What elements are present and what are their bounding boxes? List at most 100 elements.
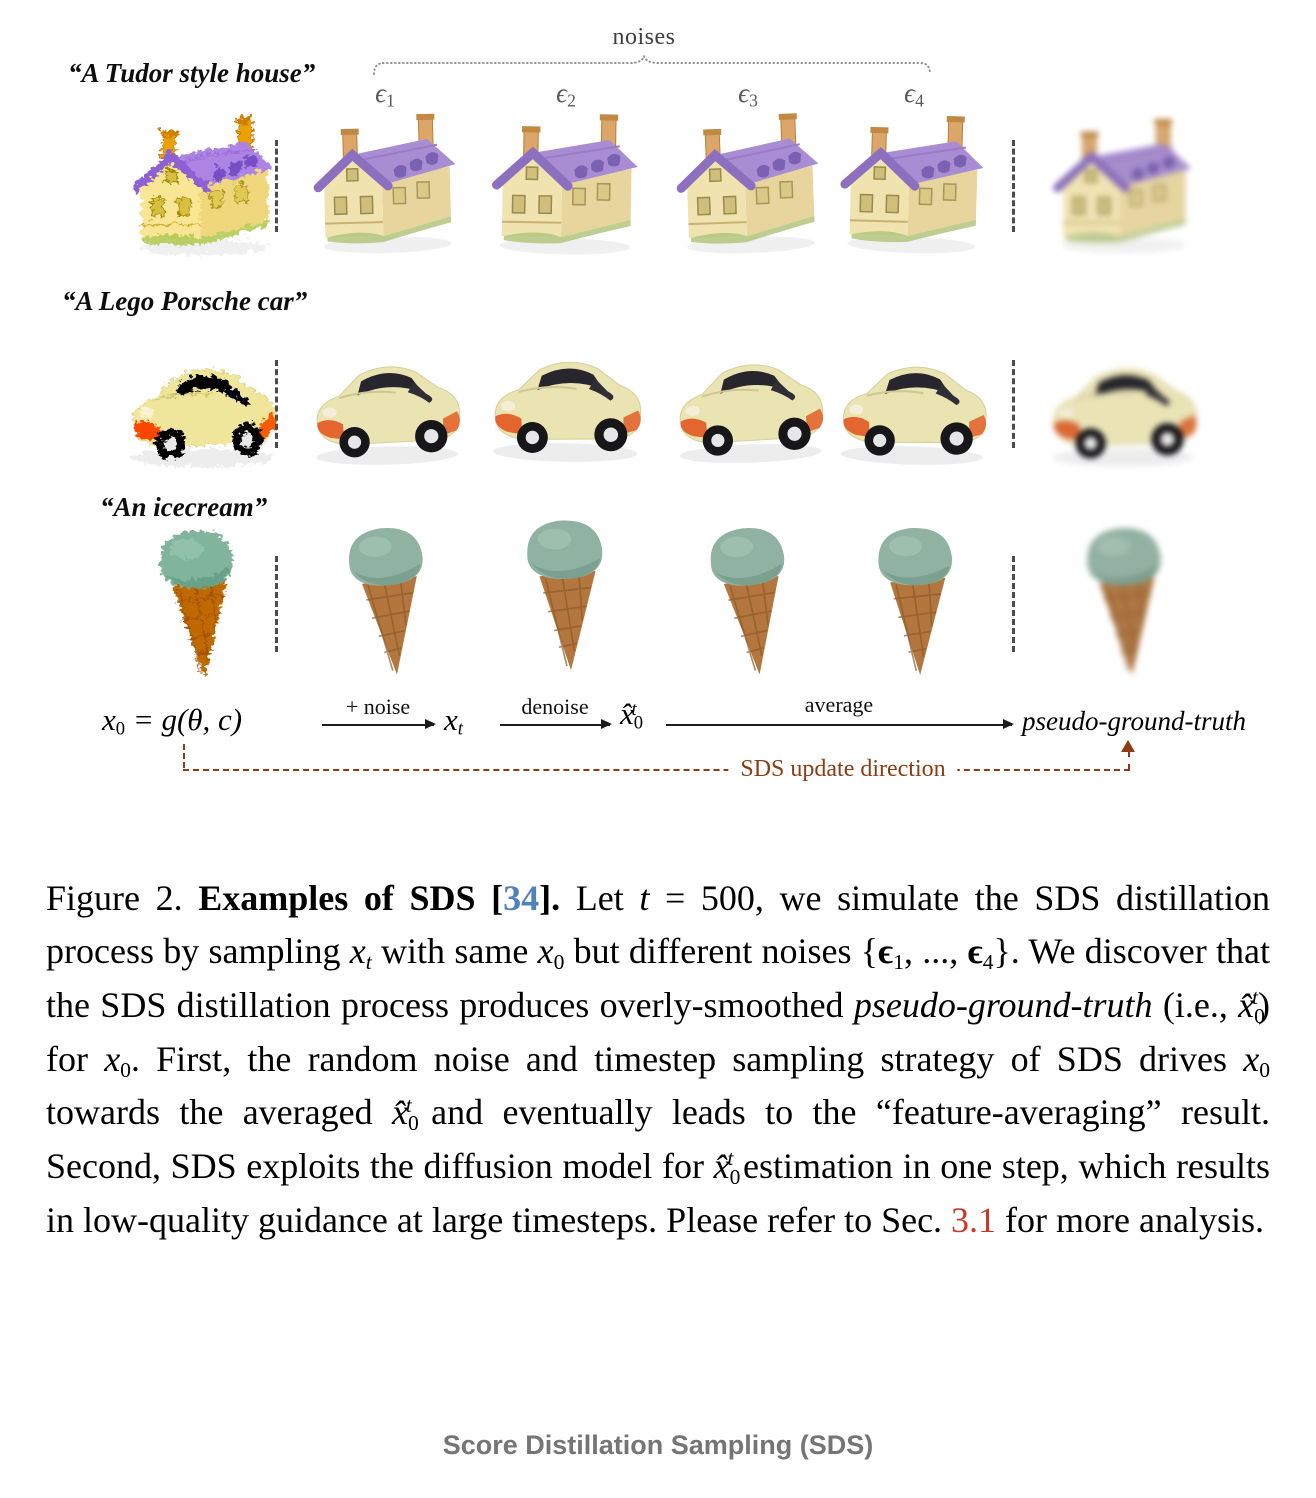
text-segment: 0 — [407, 1111, 419, 1136]
text-segment: Figure 2. — [46, 878, 199, 918]
flow-arrow-denoise — [500, 719, 612, 730]
text-segment: 0 — [553, 950, 565, 975]
text-segment: }. We discover that the SDS distillation… — [46, 931, 1270, 1025]
text-segment: 4 — [982, 950, 994, 975]
text-segment: ϵ — [738, 78, 750, 108]
text-segment: 0 — [1259, 1057, 1270, 1082]
house-sample-eps2-image — [477, 101, 653, 262]
noises-brace — [373, 54, 931, 75]
text-segment: x — [104, 1038, 121, 1079]
text-segment: ϵ — [904, 78, 916, 108]
section-3-1-link[interactable]: 3.1 — [951, 1199, 997, 1240]
text-segment: x — [537, 931, 554, 972]
text-segment: ϵ — [967, 931, 983, 972]
text-segment: 3 — [749, 90, 758, 111]
text-segment: x — [444, 702, 458, 737]
text-segment: and eventually leads to the “feature-ave… — [46, 1092, 1271, 1187]
text-segment: ϵ — [878, 931, 894, 972]
text-segment: 2 — [567, 90, 576, 111]
text-segment: x̂ — [391, 1092, 408, 1133]
figure-footer-title: Score Distillation Sampling (SDS) — [442, 1430, 874, 1460]
text-segment: 0 — [1254, 1003, 1265, 1028]
text-segment: towards the averaged — [46, 1092, 392, 1133]
text-segment: pseudo-ground-truth — [853, 984, 1153, 1025]
text-segment: (i.e., — [1152, 984, 1239, 1025]
icecream-sample-eps4-image — [857, 518, 974, 689]
car-row-left-separator — [275, 360, 278, 448]
flow-xhat-symbol: x̂0t — [620, 696, 643, 734]
text-segment: x̂ — [620, 696, 634, 731]
house-sample-eps4-image — [825, 102, 999, 262]
text-segment: with same — [371, 931, 538, 972]
car-sample-eps2-image — [472, 329, 660, 477]
car-sample-eps4-image — [820, 333, 1006, 480]
text-segment: x — [102, 702, 116, 737]
text-segment: t — [1252, 985, 1258, 1010]
text-segment: 0 — [729, 1164, 741, 1189]
icecream-sample-eps2-image — [506, 511, 623, 684]
text-segment: 0 — [120, 1057, 131, 1082]
sds-update-left-tick — [183, 744, 185, 768]
text-segment: t — [365, 950, 372, 975]
sds-update-direction-label: SDS update direction — [728, 756, 958, 783]
text-segment: t — [405, 1092, 412, 1117]
prompt-lego-porsche: “A Lego Porsche car” — [62, 286, 308, 316]
noises-label: noises — [612, 24, 676, 50]
text-segment: = g(θ, c) — [125, 702, 243, 737]
text-segment: t — [639, 878, 650, 918]
text-segment: 1 — [893, 950, 904, 975]
text-segment: 1 — [386, 90, 395, 111]
text-segment: ϵ — [375, 78, 387, 108]
text-segment: t — [457, 718, 463, 740]
text-segment: t — [727, 1146, 734, 1171]
flow-plus-noise-label: + noise — [345, 694, 411, 719]
text-segment: estimation in one step, which results in… — [46, 1146, 1270, 1240]
house-sample-eps1-image — [298, 102, 472, 261]
epsilon-4-label: ϵ4 — [904, 78, 924, 112]
car-row-right-separator — [1012, 360, 1015, 448]
flow-arrow-average — [666, 719, 1014, 730]
house-row-left-separator — [275, 140, 278, 232]
sds-update-up-arrowhead-icon — [1121, 740, 1135, 752]
text-segment: but different noises { — [564, 931, 879, 972]
text-segment: 0 — [633, 712, 644, 734]
flow-x0-equation: x0 = g(θ, c) — [102, 702, 242, 740]
icecream-original-render-image — [139, 520, 251, 688]
text-segment: Examples of SDS [ — [198, 878, 504, 918]
icecream-sample-eps1-image — [330, 519, 446, 690]
flow-pseudo-ground-truth-label: pseudo-ground-truth — [1022, 706, 1246, 736]
car-sample-eps3-image — [656, 331, 843, 479]
text-segment: ) for — [46, 984, 1270, 1079]
epsilon-3-label: ϵ3 — [738, 78, 758, 112]
sds-update-up-line — [1128, 751, 1130, 770]
citation-34-link[interactable]: 34 — [503, 878, 540, 918]
house-averaged-result-image — [1040, 106, 1205, 261]
icecream-sample-eps3-image — [691, 518, 809, 690]
text-segment: x — [1243, 1038, 1260, 1079]
house-original-render-image — [113, 104, 288, 259]
prompt-icecream: “An icecream” — [100, 492, 268, 522]
icecream-row-left-separator — [275, 556, 278, 652]
sds-update-dashed-line — [183, 769, 1130, 771]
text-segment: for more analysis. — [996, 1199, 1264, 1240]
car-original-render-image — [109, 336, 291, 478]
car-averaged-result-image — [1032, 338, 1214, 480]
text-segment: x — [349, 931, 366, 972]
text-segment: t — [631, 698, 637, 720]
car-sample-eps1-image — [293, 334, 479, 481]
flow-xt-symbol: xt — [444, 702, 463, 740]
house-sample-eps3-image — [660, 101, 835, 262]
flow-average-label: average — [804, 692, 874, 717]
house-row-right-separator — [1012, 140, 1015, 232]
text-segment: . First, the random noise and timestep s… — [130, 1038, 1244, 1079]
text-segment: Let — [560, 878, 640, 918]
text-segment: 4 — [915, 90, 924, 111]
text-segment: x̂ — [1238, 984, 1255, 1025]
figure-caption: Figure 2. Examples of SDS [34]. Let t = … — [46, 872, 1270, 1247]
icecream-averaged-result-image — [1069, 520, 1181, 688]
epsilon-2-label: ϵ2 — [556, 78, 576, 112]
text-segment: 0 — [115, 718, 126, 740]
text-segment: = 500, we simulate the SDS distillation … — [46, 878, 1270, 972]
prompt-tudor-house: “A Tudor style house” — [68, 58, 316, 88]
